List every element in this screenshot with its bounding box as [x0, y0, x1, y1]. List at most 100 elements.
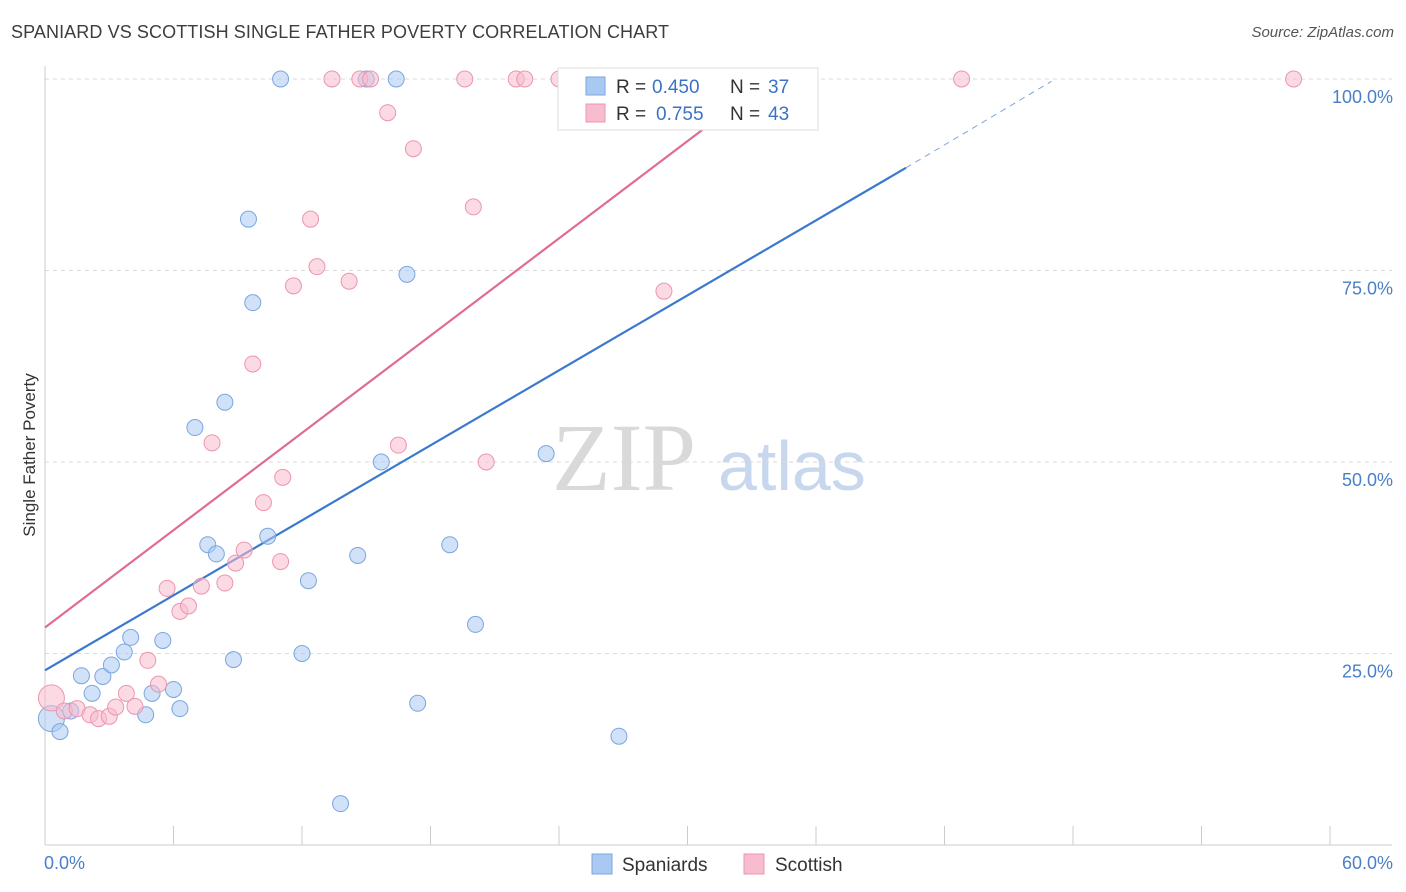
spaniards-point [122, 628, 140, 646]
scottish-point [302, 210, 320, 228]
spaniards-point [409, 694, 427, 712]
spaniards-trend-extension [905, 80, 1052, 169]
spaniards-point [154, 631, 172, 649]
spaniards-point [244, 294, 262, 312]
scottish-trend-line [44, 83, 764, 629]
spaniards-point [537, 445, 555, 463]
scottish-point [655, 282, 673, 300]
legend-n-value: 43 [768, 104, 789, 125]
spaniards-point [102, 656, 120, 674]
scottish-point [139, 651, 157, 669]
scottish-point [456, 70, 474, 88]
spaniards-point [207, 545, 225, 563]
scottish-point [477, 453, 495, 471]
scottish-point [216, 574, 234, 592]
spaniards-point [293, 645, 311, 662]
bottom-legend-swatch-spaniards [591, 853, 613, 875]
spaniards-point [186, 419, 204, 437]
scottish-point [117, 684, 135, 702]
scottish-point [274, 468, 292, 486]
spaniards-point [610, 727, 628, 745]
spaniards-point [115, 643, 133, 661]
scottish-point [107, 698, 125, 716]
y-tick-label: 50.0% [1342, 470, 1393, 490]
scottish-point [284, 277, 302, 295]
scottish-point [179, 597, 197, 615]
scottish-point [308, 258, 326, 276]
spaniards-point [272, 70, 290, 88]
spaniards-point [372, 453, 390, 471]
scottish-point [464, 198, 482, 216]
y-tick-label: 25.0% [1342, 662, 1393, 682]
chart-title: SPANIARD VS SCOTTISH SINGLE FATHER POVER… [11, 22, 670, 42]
x-tick-label: 0.0% [44, 853, 85, 873]
legend-r-value: 0.755 [656, 104, 704, 125]
scottish-point [362, 70, 380, 88]
axes [44, 66, 1392, 846]
spaniards-point [51, 723, 69, 741]
bottom-legend-spaniards: Spaniards [622, 855, 708, 876]
spaniards-point [165, 681, 182, 699]
spaniards-point [299, 572, 317, 590]
scottish-point [389, 436, 407, 454]
grid-lines [45, 78, 1392, 654]
spaniards-point [171, 700, 189, 718]
legend-n-label: N = [730, 104, 760, 125]
scottish-point [37, 684, 65, 712]
spaniards-point [387, 70, 405, 88]
spaniards-point [94, 667, 112, 685]
bottom-legend-scottish: Scottish [775, 855, 843, 876]
watermark-zip: ZIP [552, 404, 696, 511]
spaniards-point [466, 615, 484, 633]
scottish-point [340, 272, 358, 290]
scottish-point [254, 494, 272, 512]
y-axis-label: Single Father Poverty [20, 373, 39, 537]
spaniards-point [398, 265, 416, 283]
legend-n-label: N = [730, 77, 760, 98]
scottish-point [1285, 70, 1303, 88]
scottish-point [516, 70, 534, 88]
scottish-point [235, 541, 253, 559]
scottish-point [203, 434, 221, 452]
scottish-point [158, 579, 176, 597]
scottish-point [227, 554, 245, 572]
spaniards-point [216, 393, 234, 411]
spaniards-point [349, 546, 367, 564]
trend-lines [44, 80, 1052, 672]
scottish-point [272, 553, 290, 571]
scottish-point [150, 675, 168, 693]
scottish-point [404, 140, 422, 158]
y-tick-label: 75.0% [1342, 279, 1393, 299]
legend-r-label: R = [616, 77, 646, 98]
legend-r-value: 0.450 [652, 77, 700, 98]
bottom-legend-swatch-scottish [743, 853, 765, 875]
chart-source: Source: ZipAtlas.com [1251, 24, 1394, 41]
y-tick-label: 100.0% [1332, 87, 1393, 107]
legend-r-label: R = [616, 104, 646, 125]
x-tick-label: 60.0% [1342, 853, 1393, 873]
spaniards-point [332, 795, 350, 813]
watermark-atlas: atlas [718, 427, 866, 505]
scottish-point [126, 697, 144, 715]
spaniards-point [259, 527, 277, 545]
bottom-legend: Spaniards Scottish [591, 853, 843, 876]
spaniards-point [441, 536, 459, 554]
spaniards-point [224, 651, 242, 669]
legend-swatch-scottish [585, 103, 606, 123]
spaniards-point [239, 210, 257, 228]
legend-n-value: 37 [768, 77, 789, 98]
spaniards-point [72, 667, 90, 685]
tick-labels: 25.0% 50.0% 75.0% 100.0% 0.0% 60.0% [44, 87, 1393, 873]
legend: R = 0.450 N = 37 R = 0.755 N = 43 [557, 67, 819, 131]
spaniards-trend-line [44, 166, 907, 672]
scottish-point [192, 577, 210, 595]
scottish-point [323, 70, 341, 88]
spaniards-point [83, 684, 101, 702]
watermark: ZIP atlas [552, 404, 866, 511]
legend-swatch-spaniards [585, 76, 606, 96]
scottish-point [244, 355, 262, 373]
data-points [37, 70, 1303, 813]
scottish-point [953, 70, 971, 88]
scottish-point [379, 104, 397, 122]
